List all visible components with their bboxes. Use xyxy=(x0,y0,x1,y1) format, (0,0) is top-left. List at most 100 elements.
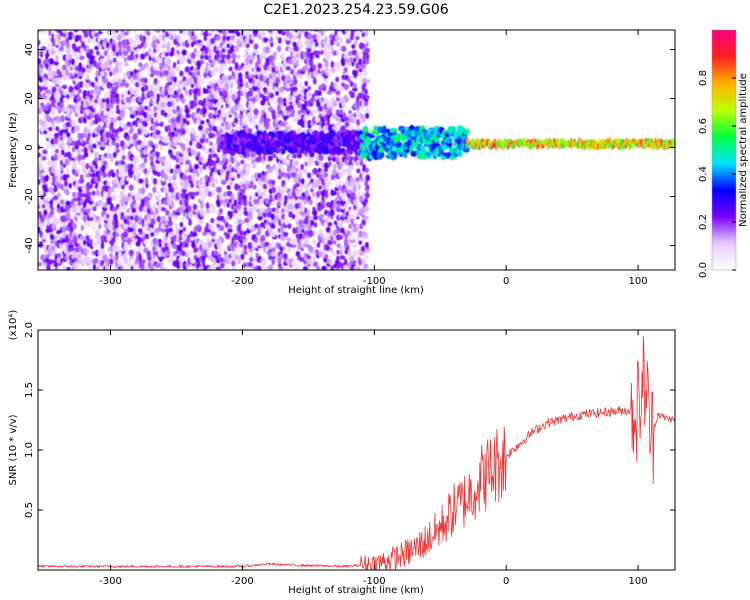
spectrogram-cell xyxy=(66,112,71,119)
spectrogram-cell xyxy=(128,249,135,257)
spectrogram-cell xyxy=(73,72,78,79)
spectrogram-cell xyxy=(343,106,349,113)
spectrogram-cell xyxy=(125,96,132,103)
spectrogram-cell xyxy=(150,109,155,114)
spectrogram-cell xyxy=(314,50,320,56)
spectrogram-cell xyxy=(303,183,309,190)
spectrogram-cell xyxy=(356,168,361,174)
spectrogram-cell xyxy=(324,172,328,178)
spectrogram-cell xyxy=(167,219,173,227)
spectrogram-cell xyxy=(179,70,184,77)
spectrogram-cell xyxy=(309,38,314,44)
spectrogram-cell xyxy=(172,181,177,186)
spectrogram-cell xyxy=(285,83,291,89)
spectrogram-cell xyxy=(282,253,288,259)
spectrogram-cell xyxy=(49,102,56,108)
spectrogram-cell xyxy=(109,71,113,77)
spectrogram-cell xyxy=(246,162,251,168)
spectrogram-cell xyxy=(204,66,210,74)
spectrogram-cell xyxy=(340,228,346,234)
spectrogram-cell xyxy=(225,116,229,122)
spectrogram-cell xyxy=(65,42,70,49)
spectrogram-cell xyxy=(292,41,298,47)
spectrogram-cell xyxy=(91,38,96,44)
spectrogram-cell xyxy=(144,266,148,270)
spectrogram-cell xyxy=(311,191,317,198)
spectrogram-cell xyxy=(71,152,77,158)
spectrogram-cell xyxy=(392,152,397,160)
spectrogram-cell xyxy=(151,151,157,158)
spectrogram-cell xyxy=(339,36,344,43)
spectrogram-cell xyxy=(43,209,48,217)
spectrogram-cell xyxy=(247,127,253,134)
spectrogram-cell xyxy=(224,215,230,222)
spectrogram-cell xyxy=(231,52,237,60)
spectrogram-cell xyxy=(141,259,146,264)
spectrogram-cell xyxy=(364,39,368,45)
spectrogram-cell xyxy=(341,195,347,201)
spectrogram-cell xyxy=(324,253,329,259)
spectrogram-cell xyxy=(242,30,247,33)
spectrogram-cell xyxy=(210,217,215,224)
spectrogram-cell xyxy=(166,249,171,256)
spectrogram-cell xyxy=(62,163,67,169)
spectrogram-cell xyxy=(169,232,175,237)
spectrogram-cell xyxy=(78,62,83,70)
spectrogram-cell xyxy=(216,186,222,193)
spectrogram-cell xyxy=(71,251,77,258)
spectrogram-cell xyxy=(117,132,123,138)
spectrogram-cell xyxy=(314,41,319,47)
spectrogram-cell xyxy=(172,82,177,87)
spectrogram-cell xyxy=(61,225,68,233)
spectrogram-cell xyxy=(326,113,331,119)
spectrogram-cell xyxy=(38,119,44,126)
spectrogram-cell xyxy=(195,171,200,178)
spectrogram-cell xyxy=(285,218,291,225)
spectrogram-cell xyxy=(337,234,344,240)
spectrogram-cell xyxy=(210,30,216,33)
spectrogram-cell xyxy=(329,209,335,217)
spectrogram-cell xyxy=(222,34,227,41)
spectrogram-cell xyxy=(294,202,300,210)
spectrogram-cell xyxy=(363,215,370,221)
spectrogram-cell xyxy=(325,226,331,233)
spectrogram-cell xyxy=(120,266,125,270)
spectrogram-cell xyxy=(132,105,136,111)
spectrogram-cell xyxy=(249,256,254,262)
spectrogram-cell xyxy=(146,202,151,209)
spectrogram-cell xyxy=(276,104,282,112)
spectrogram-cell xyxy=(289,51,294,57)
spectrogram-cell xyxy=(42,149,48,155)
spectrogram-cell xyxy=(271,258,275,266)
spectrogram-cell xyxy=(271,65,276,74)
spectrogram-cell xyxy=(106,222,113,231)
spectrogram-cell xyxy=(353,218,357,224)
spectrogram-cell xyxy=(358,230,363,238)
spectrogram-cell xyxy=(205,208,211,214)
spectrogram-cell xyxy=(327,239,333,246)
spectrogram-cell xyxy=(175,97,181,103)
spectrogram-cell xyxy=(311,44,316,52)
spectrogram-cell xyxy=(125,176,131,182)
spectrogram-cell xyxy=(227,75,233,81)
spectrogram-cell xyxy=(335,182,340,188)
spectrogram-cell xyxy=(295,219,301,227)
spectrogram-cell xyxy=(53,132,60,139)
spectrogram-cell xyxy=(257,89,262,96)
spectrogram-cell xyxy=(167,81,173,86)
spectrogram-cell xyxy=(332,234,337,241)
spectrogram-cell xyxy=(111,40,116,45)
spectrogram-cell xyxy=(349,214,355,220)
spectrogram-cell xyxy=(144,84,149,92)
spectrogram-cell xyxy=(48,84,53,91)
spectrogram-cell xyxy=(185,127,190,134)
spectrogram-cell xyxy=(59,135,64,141)
spectrogram-cell xyxy=(310,187,314,193)
spectrogram-cell xyxy=(56,77,62,85)
spectrogram-cell xyxy=(210,69,216,77)
spectrogram-cell xyxy=(299,81,303,89)
spectrogram-cell xyxy=(131,96,137,103)
spectrogram-cell xyxy=(85,73,91,80)
spectrogram-cell xyxy=(248,70,254,76)
spectrogram-cell xyxy=(94,157,99,163)
